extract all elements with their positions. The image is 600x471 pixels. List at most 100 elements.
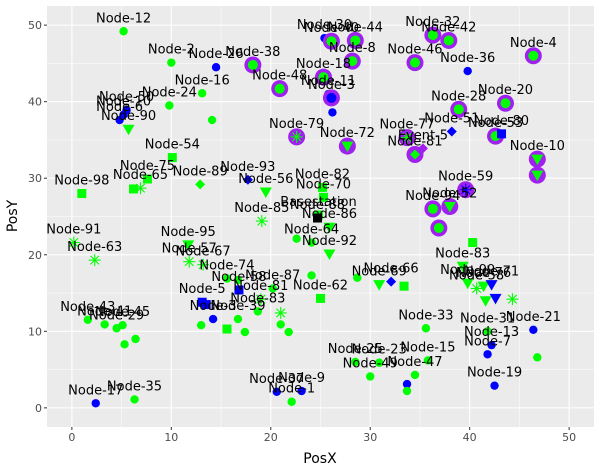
x-tick-label: 0: [68, 431, 75, 444]
data-point: [524, 47, 542, 65]
point-label: Node-81: [387, 134, 442, 149]
data-point: [463, 66, 472, 76]
point-label: Node-81: [233, 279, 288, 294]
data-point: [207, 115, 217, 125]
data-point: [244, 56, 262, 74]
y-tick-label: 30: [28, 172, 42, 185]
point-label: Node-83: [435, 246, 490, 261]
data-point: [421, 324, 431, 333]
data-point: [470, 282, 483, 295]
point-label: Node-29: [89, 308, 144, 323]
data-point: [328, 108, 337, 117]
data-point: [211, 63, 221, 72]
point-label: Node-11: [301, 74, 356, 89]
data-point: [461, 278, 474, 290]
point-labels: Node-12Node-2Node-26Node-38Node-16Node-2…: [46, 11, 565, 398]
data-point: [234, 285, 244, 295]
point-label: Node-90: [101, 109, 156, 124]
point-label: Node-86: [302, 207, 357, 222]
data-point: [313, 213, 323, 223]
data-point: [483, 350, 492, 359]
point-label: Node-10: [96, 95, 151, 110]
point-label: Node-39: [210, 299, 265, 314]
point-label: Node-8: [329, 41, 376, 56]
point-label: Node-16: [175, 73, 230, 88]
point-label: Node-4: [510, 36, 557, 51]
x-tick-label: 30: [363, 431, 377, 444]
point-label: Node-74: [199, 259, 254, 274]
x-tick-label: 10: [164, 431, 178, 444]
y-tick-label: 40: [28, 96, 42, 109]
data-point: [406, 145, 424, 163]
point-label: Node-99: [440, 263, 495, 278]
point-label: Node-3: [308, 78, 355, 93]
point-label: Node-91: [46, 223, 101, 238]
point-label: Node-54: [145, 138, 200, 153]
point-label: Node-46: [387, 43, 442, 58]
data-point: [441, 198, 459, 216]
data-point: [142, 174, 152, 184]
data-point: [373, 280, 386, 291]
data-point: [88, 254, 101, 267]
data-point: [276, 320, 285, 329]
data-point: [240, 327, 250, 337]
point-label: Node-70: [296, 177, 351, 192]
y-tick-label: 50: [28, 19, 42, 32]
point-label: Node-38: [225, 45, 280, 60]
data-point: [197, 258, 210, 271]
data-point: [129, 184, 139, 194]
point-label: Node-83: [230, 291, 285, 306]
point-label: Node-64: [284, 223, 339, 238]
point-label: Node-47: [387, 355, 442, 370]
data-point: [402, 379, 412, 389]
data-point: [201, 300, 211, 310]
data-point: [259, 187, 272, 199]
data-point: [288, 128, 306, 146]
data-point: [440, 31, 458, 49]
point-label: Node-66: [364, 262, 419, 277]
data-point: [67, 236, 80, 249]
x-tick-label: 20: [264, 431, 278, 444]
data-point: [268, 284, 277, 293]
data-point: [131, 334, 140, 344]
point-label: Node-41: [77, 304, 132, 319]
point-label: Node-57: [162, 242, 217, 257]
point-label: Node-31: [460, 311, 515, 326]
data-point: [446, 126, 457, 137]
point-label: Node-49: [343, 356, 398, 371]
point-label: Node-10: [510, 139, 565, 154]
point-label: Node-18: [296, 57, 351, 72]
data-point: [322, 89, 340, 107]
point-label: Node-56: [238, 172, 293, 187]
point-label: Node-93: [220, 160, 275, 175]
point-label: Node-89: [173, 164, 228, 179]
data-point: [167, 153, 177, 163]
data-point: [287, 397, 296, 406]
point-label: Node-65: [113, 168, 168, 183]
point-label: Node-25: [328, 342, 383, 357]
point-label: Node-76: [456, 266, 511, 281]
data-point: [497, 129, 507, 139]
data-point: [255, 215, 268, 228]
data-point: [167, 58, 176, 67]
data-point: [297, 386, 306, 396]
data-point: [417, 143, 428, 154]
data-point: [322, 32, 340, 50]
data-point: [274, 306, 287, 319]
data-point: [485, 280, 498, 291]
data-point: [338, 137, 356, 155]
point-label: Node-13: [464, 325, 519, 340]
data-point: [468, 238, 478, 248]
point-label: Node-40: [304, 21, 359, 36]
point-label: Node-36: [440, 51, 495, 66]
data-point: [398, 129, 416, 147]
data-point: [374, 358, 384, 367]
data-point: [316, 293, 325, 303]
data-point: [423, 356, 433, 365]
data-point: [528, 150, 546, 168]
data-points: [67, 26, 546, 408]
point-label: Node-51: [424, 112, 479, 127]
data-point: [346, 31, 364, 49]
point-label: Node-30: [297, 18, 352, 33]
